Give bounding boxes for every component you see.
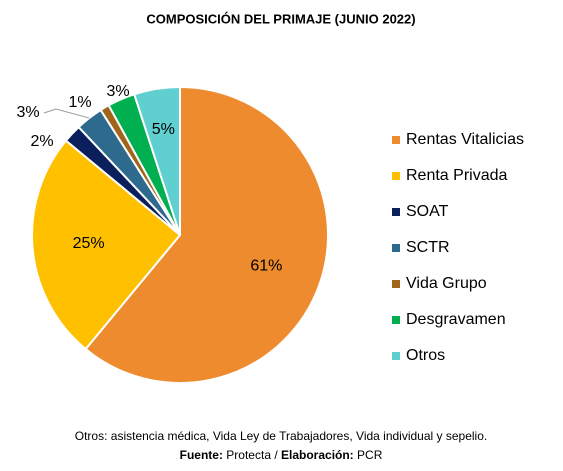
source-text: Protecta /: [226, 448, 278, 462]
data-label: 2%: [30, 133, 53, 150]
elaboration-text: PCR: [357, 448, 383, 462]
legend-swatch: [392, 136, 400, 144]
legend-label: Otros: [406, 347, 445, 364]
legend-label: SCTR: [406, 239, 450, 256]
legend-swatch: [392, 316, 400, 324]
data-label: 61%: [250, 257, 282, 274]
pie-slice: [31, 139, 182, 351]
pie-slice: [133, 85, 181, 236]
data-label: 3%: [16, 104, 39, 121]
legend-label: Vida Grupo: [406, 275, 487, 292]
legend-swatch: [392, 280, 400, 288]
elaboration-label: Elaboración:: [281, 448, 354, 462]
legend-label: Rentas Vitalicias: [406, 131, 524, 148]
source: Fuente: Protecta / Elaboración: PCR: [180, 448, 383, 462]
leader-line: [43, 108, 90, 119]
chart-title: COMPOSICIÓN DEL PRIMAJE (JUNIO 2022): [146, 11, 415, 26]
data-label: 3%: [106, 83, 129, 100]
legend-label: Desgravamen: [406, 311, 506, 328]
legend-label: SOAT: [406, 203, 449, 220]
legend-swatch: [392, 172, 400, 180]
legend-swatch: [392, 352, 400, 360]
pie-slice: [84, 85, 329, 384]
legend-swatch: [392, 244, 400, 252]
source-label: Fuente:: [180, 448, 223, 462]
data-label: 5%: [152, 121, 175, 138]
data-label: 25%: [73, 235, 105, 252]
legend-label: Renta Privada: [406, 167, 507, 184]
data-label: 1%: [68, 94, 91, 111]
note: Otros: asistencia médica, Vida Ley de Tr…: [75, 429, 487, 443]
legend-swatch: [392, 208, 400, 216]
